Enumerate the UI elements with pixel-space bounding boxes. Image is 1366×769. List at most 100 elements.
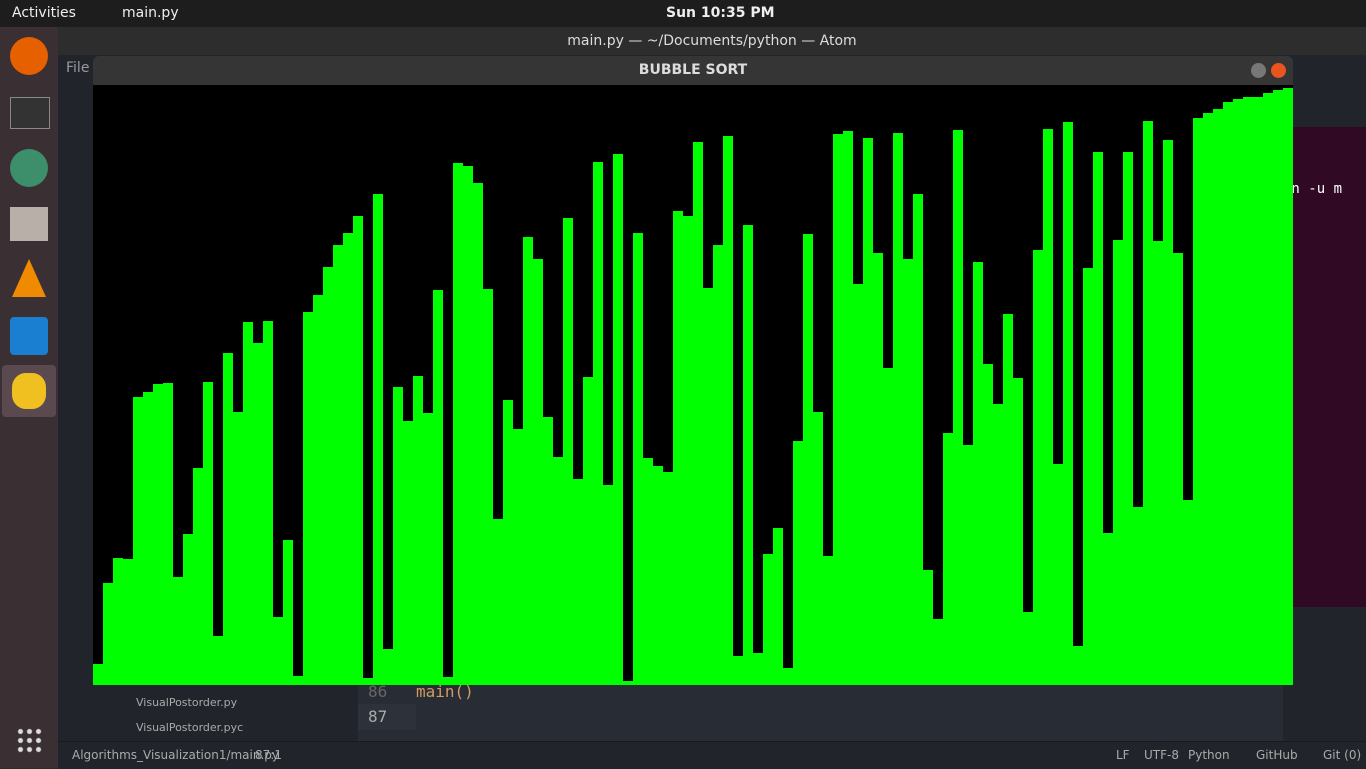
bar xyxy=(443,677,453,685)
bar xyxy=(1043,129,1053,685)
bar xyxy=(1163,140,1173,685)
bar xyxy=(1153,241,1163,685)
bar xyxy=(503,400,513,685)
bar xyxy=(1113,240,1123,685)
status-cursor[interactable]: 87:1 xyxy=(255,748,282,762)
files-icon[interactable] xyxy=(10,207,48,241)
atom-icon[interactable] xyxy=(10,149,48,187)
bar xyxy=(623,681,633,685)
bar xyxy=(1003,314,1013,685)
bar xyxy=(273,617,283,685)
bar xyxy=(1073,646,1083,685)
bar xyxy=(663,472,673,685)
bar xyxy=(293,676,303,685)
bar xyxy=(653,466,663,685)
firefox-icon[interactable] xyxy=(10,37,48,75)
bar xyxy=(893,133,903,685)
window-title: BUBBLE SORT xyxy=(638,62,748,78)
bar xyxy=(523,237,533,685)
bar xyxy=(453,163,463,685)
apps-grid[interactable] xyxy=(16,727,42,753)
bar xyxy=(233,412,243,685)
tree-file[interactable]: VisualPostorder.pyc xyxy=(136,721,244,734)
atom-title: main.py — ~/Documents/python — Atom xyxy=(58,27,1366,55)
terminal-text: on -u m xyxy=(1283,181,1343,197)
bar xyxy=(153,384,163,685)
bar xyxy=(483,289,493,685)
bar xyxy=(743,225,753,685)
bar xyxy=(543,417,553,685)
bar xyxy=(383,649,393,685)
tree-file[interactable]: VisualPostorder.py xyxy=(136,696,238,709)
bar xyxy=(113,558,123,685)
top-bar: Activities main.py Sun 10:35 PM xyxy=(0,0,1366,27)
bar xyxy=(1023,612,1033,685)
clock[interactable]: Sun 10:35 PM xyxy=(666,5,775,21)
bar xyxy=(533,259,543,685)
bar xyxy=(1123,152,1133,685)
status-path[interactable]: Algorithms_Visualization1/main.py xyxy=(72,748,280,762)
bar xyxy=(913,194,923,685)
current-line: 87 xyxy=(358,704,416,730)
bar xyxy=(1263,93,1273,685)
bar xyxy=(493,519,503,685)
bar xyxy=(813,412,823,685)
bar xyxy=(423,413,433,685)
bar xyxy=(1223,102,1233,685)
status-git[interactable]: Git (0) xyxy=(1323,748,1362,762)
bar xyxy=(673,211,683,685)
bar xyxy=(1243,97,1253,685)
app-menu[interactable]: main.py xyxy=(122,5,179,21)
line-number: 86 xyxy=(368,682,388,701)
status-github[interactable]: GitHub xyxy=(1256,748,1298,762)
editor: 86 main() 87 xyxy=(358,677,1283,742)
line-number: 87 xyxy=(368,707,388,726)
code-line: main() xyxy=(416,682,474,701)
bar xyxy=(1053,464,1063,685)
bar xyxy=(863,138,873,685)
bar xyxy=(1083,268,1093,685)
bar xyxy=(923,570,933,685)
bar xyxy=(683,216,693,685)
bar xyxy=(873,253,883,685)
bar xyxy=(313,295,323,685)
status-eol[interactable]: LF xyxy=(1116,748,1130,762)
bar xyxy=(303,312,313,685)
pygame-icon[interactable] xyxy=(2,365,56,417)
bar xyxy=(123,559,133,685)
activities[interactable]: Activities xyxy=(12,5,76,21)
bar xyxy=(643,458,653,685)
bar xyxy=(603,485,613,685)
bar xyxy=(333,245,343,685)
bar xyxy=(853,284,863,685)
bar xyxy=(183,534,193,685)
bar xyxy=(973,262,983,685)
menu-file[interactable]: File xyxy=(66,60,90,76)
bar xyxy=(163,383,173,685)
bar xyxy=(1213,109,1223,685)
close-button[interactable] xyxy=(1271,63,1286,78)
bar xyxy=(803,234,813,685)
bar xyxy=(573,479,583,685)
bar xyxy=(783,668,793,685)
vscode-icon[interactable] xyxy=(10,317,48,355)
status-encoding[interactable]: UTF-8 xyxy=(1144,748,1179,762)
bar xyxy=(1133,507,1143,685)
minimize-button[interactable] xyxy=(1251,63,1266,78)
terminal-icon[interactable] xyxy=(10,97,50,129)
bar xyxy=(713,245,723,685)
bar xyxy=(243,322,253,685)
bar xyxy=(963,445,973,685)
bar xyxy=(833,134,843,685)
bar xyxy=(1283,88,1293,685)
bar xyxy=(883,368,893,685)
bar xyxy=(693,142,703,685)
vlc-icon[interactable] xyxy=(12,259,46,297)
status-grammar[interactable]: Python xyxy=(1188,748,1230,762)
bar xyxy=(613,154,623,685)
bar xyxy=(773,528,783,685)
bar xyxy=(903,259,913,685)
bar xyxy=(1033,250,1043,685)
bar xyxy=(1193,118,1203,685)
